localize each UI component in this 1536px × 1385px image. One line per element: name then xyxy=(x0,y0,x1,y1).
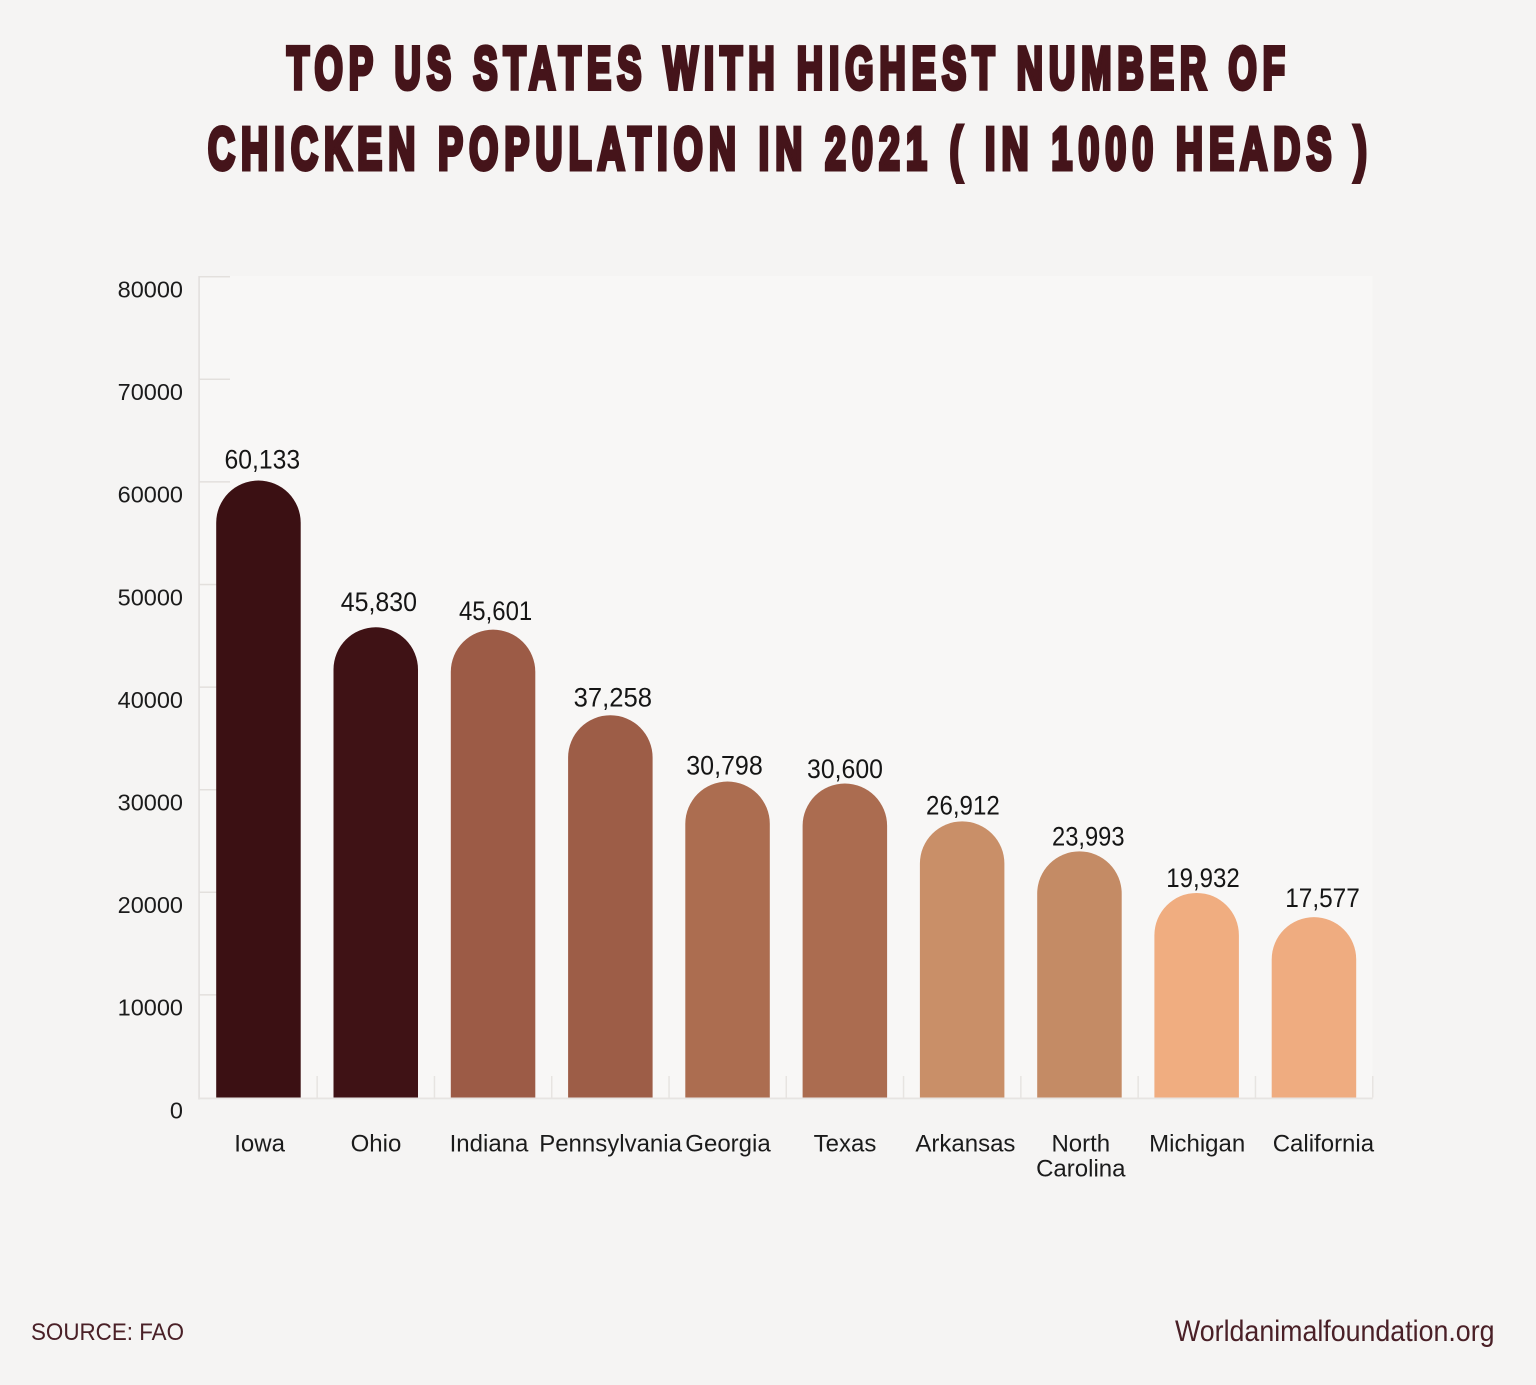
svg-text:North: North xyxy=(1051,1131,1110,1158)
svg-text:Georgia: Georgia xyxy=(685,1131,771,1158)
svg-text:TOP US STATES WITH HIGHEST NUM: TOP US STATES WITH HIGHEST NUMBER OF xyxy=(287,36,1291,102)
svg-text:Texas: Texas xyxy=(814,1131,877,1158)
svg-text:Worldanimalfoundation.org: Worldanimalfoundation.org xyxy=(1175,1315,1495,1348)
svg-text:Arkansas: Arkansas xyxy=(915,1131,1015,1158)
svg-text:17,577: 17,577 xyxy=(1285,883,1360,913)
svg-text:Carolina: Carolina xyxy=(1036,1156,1126,1183)
svg-text:60000: 60000 xyxy=(118,482,183,508)
svg-text:45,601: 45,601 xyxy=(459,596,532,626)
svg-text:SOURCE: FAO: SOURCE: FAO xyxy=(31,1319,184,1346)
svg-text:Ohio: Ohio xyxy=(351,1131,402,1158)
svg-text:23,993: 23,993 xyxy=(1052,822,1125,852)
svg-text:30,798: 30,798 xyxy=(686,751,763,781)
svg-text:10000: 10000 xyxy=(118,995,183,1021)
svg-text:20000: 20000 xyxy=(118,892,183,918)
svg-text:60,133: 60,133 xyxy=(225,445,301,475)
svg-text:Pennsylvania: Pennsylvania xyxy=(539,1131,682,1158)
svg-text:80000: 80000 xyxy=(118,277,183,303)
svg-text:California: California xyxy=(1273,1131,1375,1158)
svg-text:26,912: 26,912 xyxy=(926,791,1000,821)
svg-text:30000: 30000 xyxy=(118,790,183,816)
svg-text:Iowa: Iowa xyxy=(234,1131,285,1158)
svg-text:Indiana: Indiana xyxy=(450,1131,529,1158)
svg-text:50000: 50000 xyxy=(118,584,183,610)
svg-text:Michigan: Michigan xyxy=(1149,1131,1245,1158)
svg-text:70000: 70000 xyxy=(118,379,183,405)
svg-text:0: 0 xyxy=(170,1097,183,1123)
svg-text:45,830: 45,830 xyxy=(341,587,417,617)
svg-text:19,932: 19,932 xyxy=(1166,863,1240,893)
svg-text:CHICKEN POPULATION IN 2021 ( I: CHICKEN POPULATION IN 2021 ( IN 1000 HEA… xyxy=(208,116,1373,182)
svg-text:37,258: 37,258 xyxy=(574,682,652,712)
svg-text:40000: 40000 xyxy=(118,687,183,713)
svg-text:30,600: 30,600 xyxy=(807,754,883,784)
